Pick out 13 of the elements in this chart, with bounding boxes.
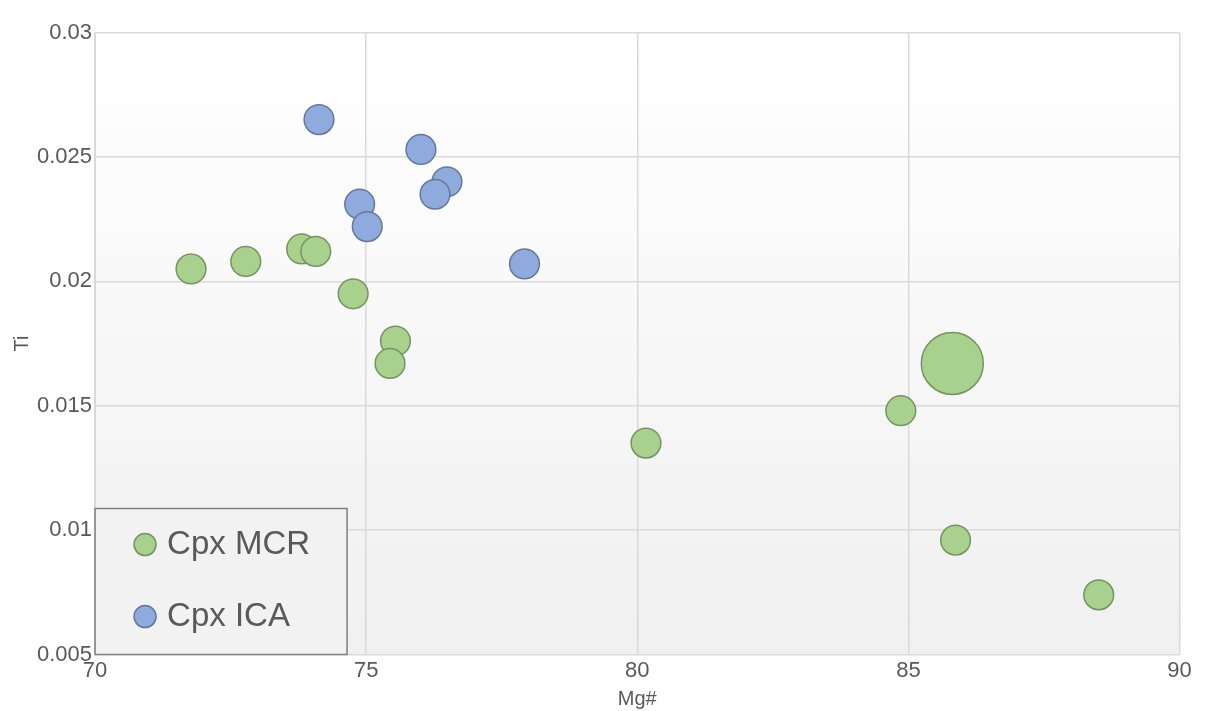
x-axis-title: Mg#	[617, 686, 658, 709]
x-tick-label: 80	[625, 656, 650, 682]
y-tick-label: 0.015	[36, 391, 93, 417]
y-tick-label: 0.02	[49, 267, 93, 293]
y-tick-label: 0.03	[49, 18, 93, 44]
y-axis-title: Ti	[9, 335, 32, 352]
x-tick-label: 85	[896, 656, 921, 682]
y-tick-label: 0.025	[36, 142, 93, 168]
x-tick-label: 90	[1167, 656, 1192, 682]
x-tick-label: 75	[353, 656, 379, 682]
y-tick-label: 0.01	[49, 516, 93, 542]
legend-label: Cpx MCR	[167, 523, 311, 561]
legend-label: Cpx ICA	[167, 595, 290, 633]
